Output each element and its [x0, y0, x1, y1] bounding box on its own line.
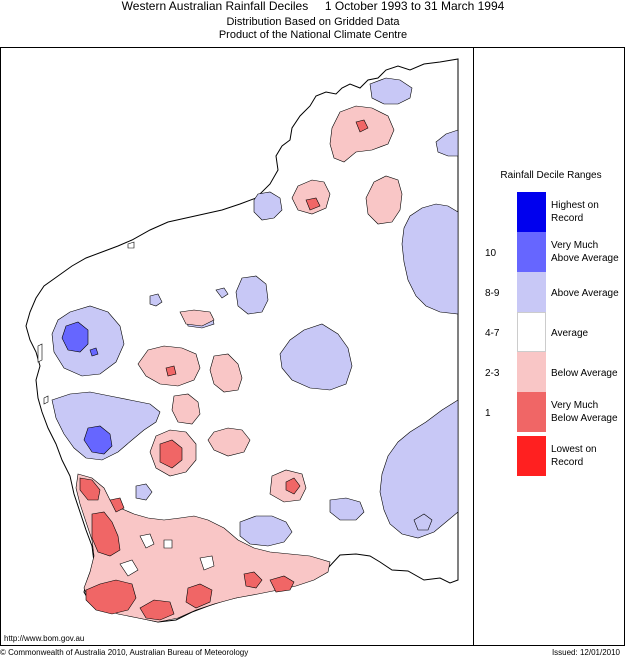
legend-title: Rainfall Decile Ranges	[500, 170, 602, 181]
very-much-below-average-regions	[79, 119, 369, 621]
legend-label-below: Below Average	[551, 368, 618, 379]
legend-label-above: Above Average	[551, 288, 619, 299]
legend-swatch-very-much-below	[517, 392, 546, 432]
map-subtitle-distribution: Distribution Based on Gridded Data	[226, 16, 400, 28]
map-subtitle-product: Product of the National Climate Centre	[218, 29, 408, 41]
legend-swatch-lowest	[517, 436, 546, 476]
coastal-islands	[37, 241, 135, 405]
very-much-above-average-regions	[61, 321, 113, 455]
below-average-regions	[75, 105, 403, 623]
legend-decile-4-7: 4-7	[485, 328, 500, 339]
legend-swatch-highest	[517, 192, 546, 232]
footer-copyright: © Commonwealth of Australia 2010, Austra…	[0, 648, 249, 657]
legend-label-average: Average	[551, 328, 589, 339]
footer-issued-date: Issued: 12/01/2010	[551, 648, 620, 657]
legend-swatch-very-much-above	[517, 232, 546, 272]
legend-label-highest: Highest on Record	[551, 200, 599, 224]
legend-label-very-much-below: Very Much Below Average	[551, 400, 618, 424]
legend-swatch-above	[517, 272, 546, 312]
legend-decile-1: 1	[485, 408, 491, 419]
legend-decile-8-9: 8-9	[485, 288, 500, 299]
average-islands	[119, 533, 215, 577]
legend-label-very-much-above: Very Much Above Average	[551, 240, 619, 264]
legend-swatch-average	[517, 312, 546, 352]
legend-swatch-below	[517, 352, 546, 392]
legend-label-lowest: Lowest on Record	[551, 444, 597, 468]
legend-decile-2-3: 2-3	[485, 368, 500, 379]
footer-url[interactable]: http://www.bom.gov.au	[4, 634, 85, 643]
map-title: Western Australian Rainfall Deciles 1 Oc…	[121, 0, 505, 13]
legend-decile-10: 10	[485, 248, 497, 259]
